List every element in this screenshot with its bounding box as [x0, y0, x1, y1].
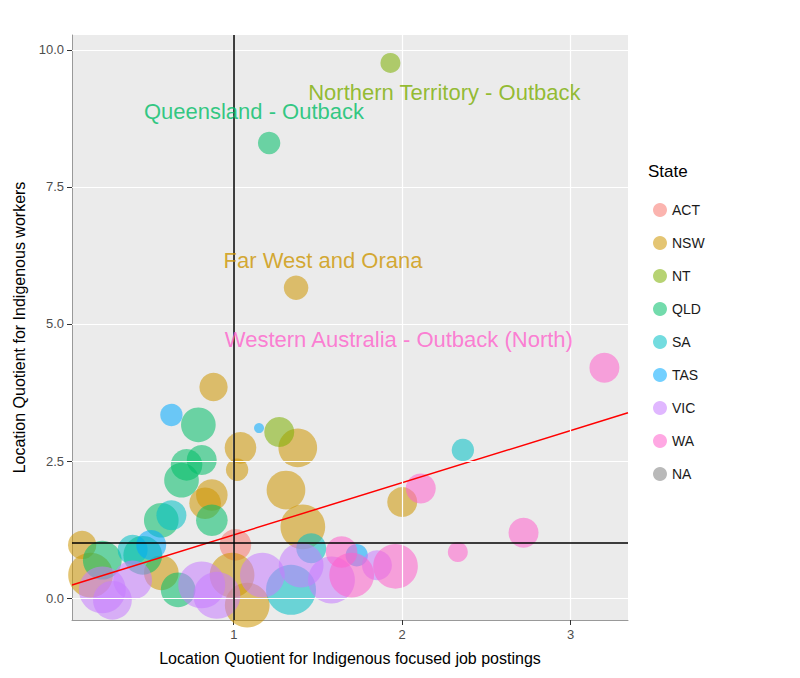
svg-text:1: 1 [230, 627, 237, 642]
svg-text:10.0: 10.0 [39, 42, 64, 57]
svg-text:TAS: TAS [672, 367, 698, 383]
svg-text:VIC: VIC [672, 400, 695, 416]
svg-text:SA: SA [672, 334, 691, 350]
svg-text:NSW: NSW [672, 235, 705, 251]
svg-text:ACT: ACT [672, 202, 700, 218]
svg-text:NT: NT [672, 268, 691, 284]
svg-text:2.5: 2.5 [46, 454, 64, 469]
svg-text:Location Quotient for Indigeno: Location Quotient for Indigenous workers [11, 182, 28, 474]
svg-text:Queensland - Outback: Queensland - Outback [144, 99, 365, 124]
svg-text:5.0: 5.0 [46, 316, 64, 331]
svg-text:Northern Territory - Outback: Northern Territory - Outback [308, 79, 581, 105]
svg-text:2: 2 [399, 627, 406, 642]
svg-text:0.0: 0.0 [46, 591, 64, 606]
svg-text:QLD: QLD [672, 301, 701, 317]
svg-text:NA: NA [672, 466, 692, 482]
svg-text:7.5: 7.5 [46, 179, 64, 194]
svg-text:State: State [648, 162, 688, 181]
svg-text:Western Australia - Outback (N: Western Australia - Outback (North) [225, 327, 573, 352]
svg-text:Location Quotient for Indigeno: Location Quotient for Indigenous focused… [159, 650, 541, 667]
svg-text:WA: WA [672, 433, 695, 449]
svg-text:Far West and Orana: Far West and Orana [224, 248, 424, 273]
svg-text:3: 3 [567, 627, 574, 642]
